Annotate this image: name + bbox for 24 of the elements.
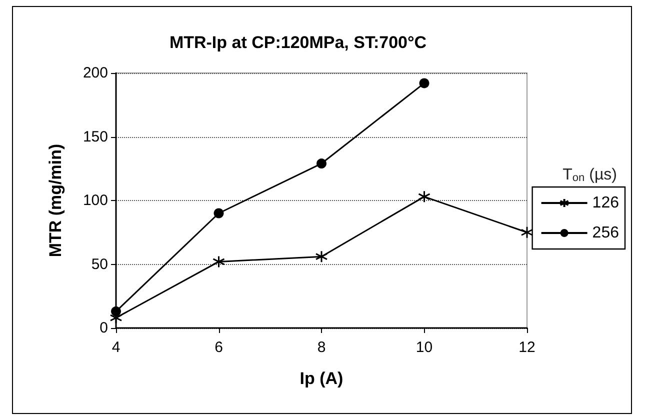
legend-label: 256 — [592, 224, 620, 242]
y-axis-title: MTR (mg/min) — [46, 144, 65, 258]
x-tick-label: 6 — [214, 339, 223, 356]
x-tick-label: 10 — [416, 339, 433, 356]
y-tick-label: 0 — [100, 320, 108, 336]
point — [316, 158, 326, 169]
point — [419, 78, 430, 88]
point — [214, 208, 224, 218]
x-axis-title: Ip (A) — [300, 369, 344, 388]
x-tick-label: 12 — [518, 339, 536, 356]
y-tick-label: 200 — [82, 64, 108, 82]
x-tick-label: 4 — [112, 339, 120, 356]
y-tick-label: 100 — [82, 192, 108, 209]
point — [418, 190, 430, 203]
point — [520, 226, 534, 239]
point — [111, 306, 121, 316]
legend-label: 126 — [592, 194, 620, 212]
legend-title: Ton (µs) — [562, 166, 618, 184]
point — [315, 250, 328, 263]
y-tick-label: 50 — [91, 256, 108, 273]
point — [212, 255, 225, 268]
x-tick-label: 8 — [317, 339, 326, 356]
chart-title: MTR-Ip at CP:120MPa, ST:700°C — [169, 33, 427, 52]
y-tick-label: 150 — [82, 128, 108, 146]
